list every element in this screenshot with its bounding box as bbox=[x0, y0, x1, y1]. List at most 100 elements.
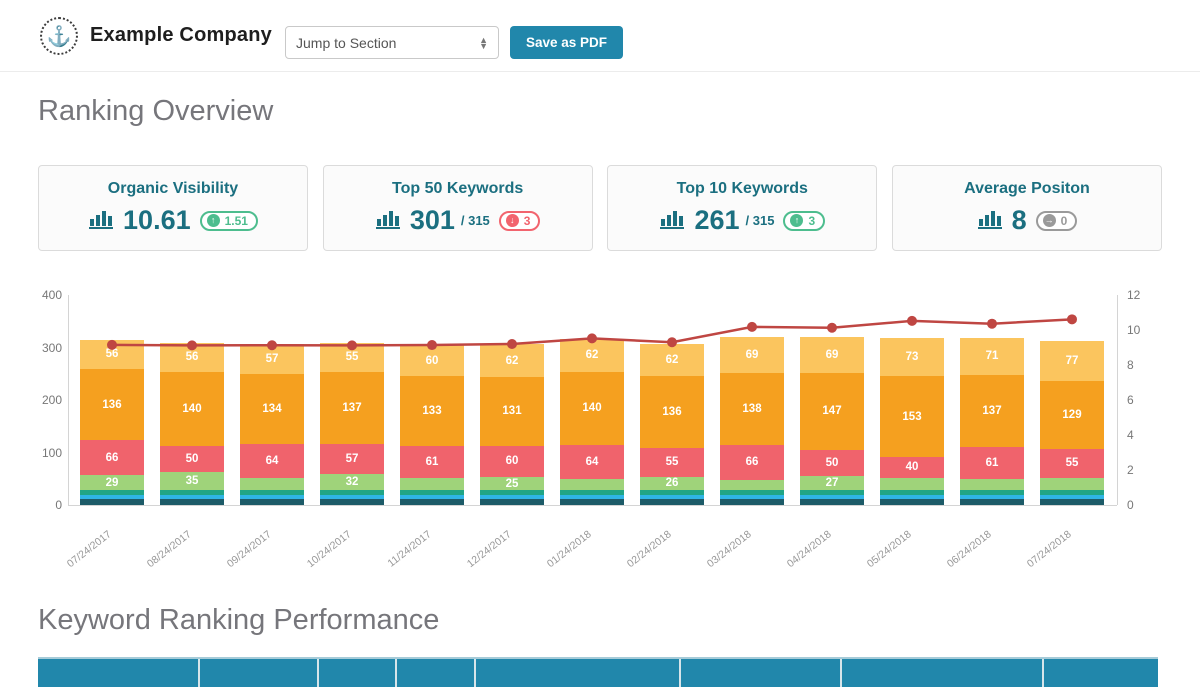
rank-band-yellow-segment: 62 bbox=[560, 339, 624, 372]
rank-band-orange-segment: 133 bbox=[400, 376, 464, 447]
rank-band-darkteal-segment bbox=[320, 498, 384, 505]
rank-band-orange-segment: 138 bbox=[720, 372, 784, 446]
bar-chart-icon bbox=[375, 207, 401, 234]
x-axis-date-label: 11/24/2017 bbox=[385, 528, 434, 570]
rank-band-orange-segment: 136 bbox=[640, 376, 704, 448]
stacked-bar-02/24/2018[interactable]: 26 55 136 62 bbox=[640, 343, 704, 505]
rank-band-green-segment: 27 bbox=[800, 476, 864, 491]
rank-band-orange-segment: 137 bbox=[320, 371, 384, 444]
line-point bbox=[827, 322, 837, 333]
x-axis-date-label: 12/24/2017 bbox=[464, 528, 514, 571]
rank-band-darkteal-segment bbox=[560, 498, 624, 505]
x-axis-date-label: 02/24/2018 bbox=[624, 528, 674, 571]
stat-card-suffix: / 315 bbox=[460, 213, 490, 228]
stat-card-title: Organic Visibility bbox=[107, 180, 239, 197]
stacked-bar-04/24/2018[interactable]: 27 50 147 69 bbox=[800, 336, 864, 505]
rank-band-darkteal-segment bbox=[240, 498, 304, 505]
segment-value-label: 60 bbox=[505, 455, 519, 468]
rank-band-cyan-segment bbox=[800, 495, 864, 499]
rank-band-yellow-segment: 57 bbox=[240, 343, 304, 374]
rank-band-emerald-segment bbox=[640, 490, 704, 496]
rank-band-green-segment: 29 bbox=[80, 475, 144, 491]
keyword-table-header bbox=[38, 657, 1158, 687]
rank-band-red-segment: 55 bbox=[1040, 448, 1104, 478]
stacked-bar-07/24/2017[interactable]: 29 66 136 56 bbox=[80, 339, 144, 505]
down-arrow-icon: ↓ bbox=[505, 214, 519, 227]
stacked-bar-09/24/2017[interactable]: 64 134 57 bbox=[240, 343, 304, 505]
segment-value-label: 64 bbox=[585, 455, 599, 468]
rank-band-darkteal-segment bbox=[720, 498, 784, 505]
rank-band-green-segment bbox=[720, 479, 784, 491]
segment-value-label: 40 bbox=[905, 460, 919, 473]
rank-band-orange-segment: 140 bbox=[560, 371, 624, 446]
stacked-bar-05/24/2018[interactable]: 40 153 73 bbox=[880, 338, 944, 505]
rank-band-green-segment: 25 bbox=[480, 477, 544, 491]
segment-value-label: 136 bbox=[662, 405, 682, 418]
x-axis-date-label: 07/24/2017 bbox=[64, 528, 114, 571]
segment-value-label: 153 bbox=[902, 410, 922, 423]
rank-band-emerald-segment bbox=[400, 490, 464, 496]
save-as-pdf-button[interactable]: Save as PDF bbox=[510, 26, 624, 59]
stat-card-title: Top 50 Keywords bbox=[392, 180, 524, 197]
line-point bbox=[987, 318, 997, 329]
stat-card-title: Average Positon bbox=[964, 180, 1090, 197]
rank-band-cyan-segment bbox=[880, 495, 944, 499]
stacked-bar-12/24/2017[interactable]: 25 60 131 62 bbox=[480, 344, 544, 505]
segment-value-label: 56 bbox=[185, 351, 199, 364]
jump-to-section-select[interactable]: Jump to Section ▲ ▼ bbox=[285, 26, 499, 59]
segment-value-label: 69 bbox=[745, 348, 759, 361]
chart-axis-line bbox=[68, 295, 69, 505]
segment-value-label: 69 bbox=[825, 348, 839, 361]
segment-value-label: 27 bbox=[825, 476, 839, 489]
segment-value-label: 73 bbox=[905, 351, 919, 364]
rank-band-orange-segment: 136 bbox=[80, 369, 144, 441]
segment-value-label: 55 bbox=[1065, 457, 1079, 470]
x-axis-date-label: 10/24/2017 bbox=[304, 528, 354, 571]
keyword-ranking-title: Keyword Ranking Performance bbox=[38, 604, 440, 636]
segment-value-label: 56 bbox=[105, 348, 119, 361]
stacked-bar-03/24/2018[interactable]: 66 138 69 bbox=[720, 336, 784, 505]
rank-band-cyan-segment bbox=[320, 495, 384, 499]
rank-band-darkteal-segment bbox=[1040, 498, 1104, 505]
stacked-bar-06/24/2018[interactable]: 61 137 71 bbox=[960, 337, 1024, 505]
stacked-bar-08/24/2017[interactable]: 35 50 140 56 bbox=[160, 342, 224, 505]
rank-band-red-segment: 40 bbox=[880, 456, 944, 478]
stacked-bar-11/24/2017[interactable]: 61 133 60 bbox=[400, 344, 464, 505]
rank-band-yellow-segment: 62 bbox=[480, 344, 544, 377]
stacked-bar-01/24/2018[interactable]: 64 140 62 bbox=[560, 339, 624, 505]
rank-band-green-segment: 32 bbox=[320, 473, 384, 491]
rank-band-yellow-segment: 60 bbox=[400, 344, 464, 377]
stat-card-badge: ↑ 3 bbox=[783, 210, 826, 231]
left-axis-tick-label: 300 bbox=[41, 340, 62, 355]
table-column-divider bbox=[1042, 659, 1044, 687]
rank-band-yellow-segment: 71 bbox=[960, 337, 1024, 375]
rank-band-red-segment: 64 bbox=[240, 444, 304, 478]
table-column-divider bbox=[474, 659, 476, 687]
stat-card-title: Top 10 Keywords bbox=[676, 180, 808, 197]
line-point bbox=[907, 315, 917, 326]
rank-band-yellow-segment: 77 bbox=[1040, 340, 1104, 382]
chart-axis-line bbox=[68, 505, 1117, 506]
left-axis-tick-label: 400 bbox=[41, 288, 62, 302]
x-axis-date-label: 07/24/2018 bbox=[1024, 528, 1074, 571]
rank-band-darkteal-segment bbox=[880, 498, 944, 505]
right-axis-tick-label: 2 bbox=[1127, 463, 1134, 477]
stacked-bar-07/24/2018[interactable]: 55 129 77 bbox=[1040, 340, 1104, 505]
x-axis-date-label: 06/24/2018 bbox=[944, 528, 994, 571]
rank-band-emerald-segment bbox=[960, 490, 1024, 496]
rank-band-green-segment bbox=[960, 478, 1024, 491]
segment-value-label: 66 bbox=[105, 451, 119, 464]
stacked-bar-10/24/2017[interactable]: 32 57 137 55 bbox=[320, 342, 384, 505]
segment-value-label: 138 bbox=[742, 402, 762, 415]
right-arrow-icon: → bbox=[1042, 214, 1056, 227]
rank-band-cyan-segment bbox=[480, 495, 544, 499]
rank-band-darkteal-segment bbox=[160, 498, 224, 505]
bar-chart-icon bbox=[659, 207, 685, 234]
rank-band-yellow-segment: 73 bbox=[880, 338, 944, 377]
ranking-overview-title: Ranking Overview bbox=[38, 95, 274, 127]
rank-band-emerald-segment bbox=[800, 490, 864, 496]
segment-value-label: 66 bbox=[745, 456, 759, 469]
left-axis-tick-label: 0 bbox=[55, 498, 62, 512]
rank-band-yellow-segment: 56 bbox=[160, 342, 224, 373]
stat-card-2: Top 10 Keywords 261 / 315 ↑ 3 bbox=[607, 165, 878, 251]
